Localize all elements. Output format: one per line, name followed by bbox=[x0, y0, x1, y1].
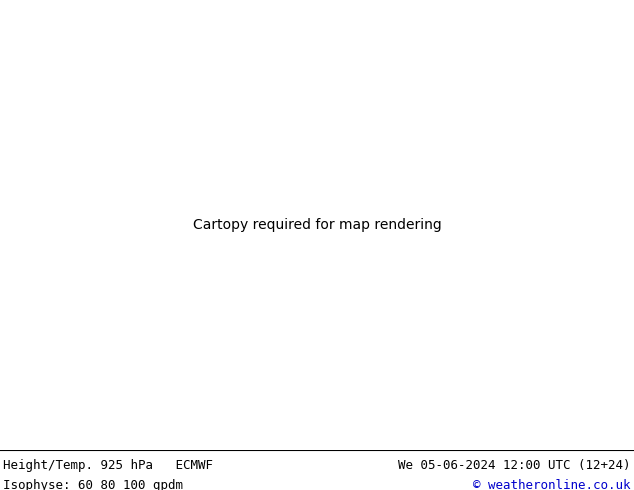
Text: We 05-06-2024 12:00 UTC (12+24): We 05-06-2024 12:00 UTC (12+24) bbox=[398, 459, 631, 472]
Text: Height/Temp. 925 hPa   ECMWF: Height/Temp. 925 hPa ECMWF bbox=[3, 459, 213, 472]
Text: Isophyse: 60 80 100 gpdm: Isophyse: 60 80 100 gpdm bbox=[3, 479, 183, 490]
Text: © weatheronline.co.uk: © weatheronline.co.uk bbox=[474, 479, 631, 490]
Text: Cartopy required for map rendering: Cartopy required for map rendering bbox=[193, 218, 441, 232]
